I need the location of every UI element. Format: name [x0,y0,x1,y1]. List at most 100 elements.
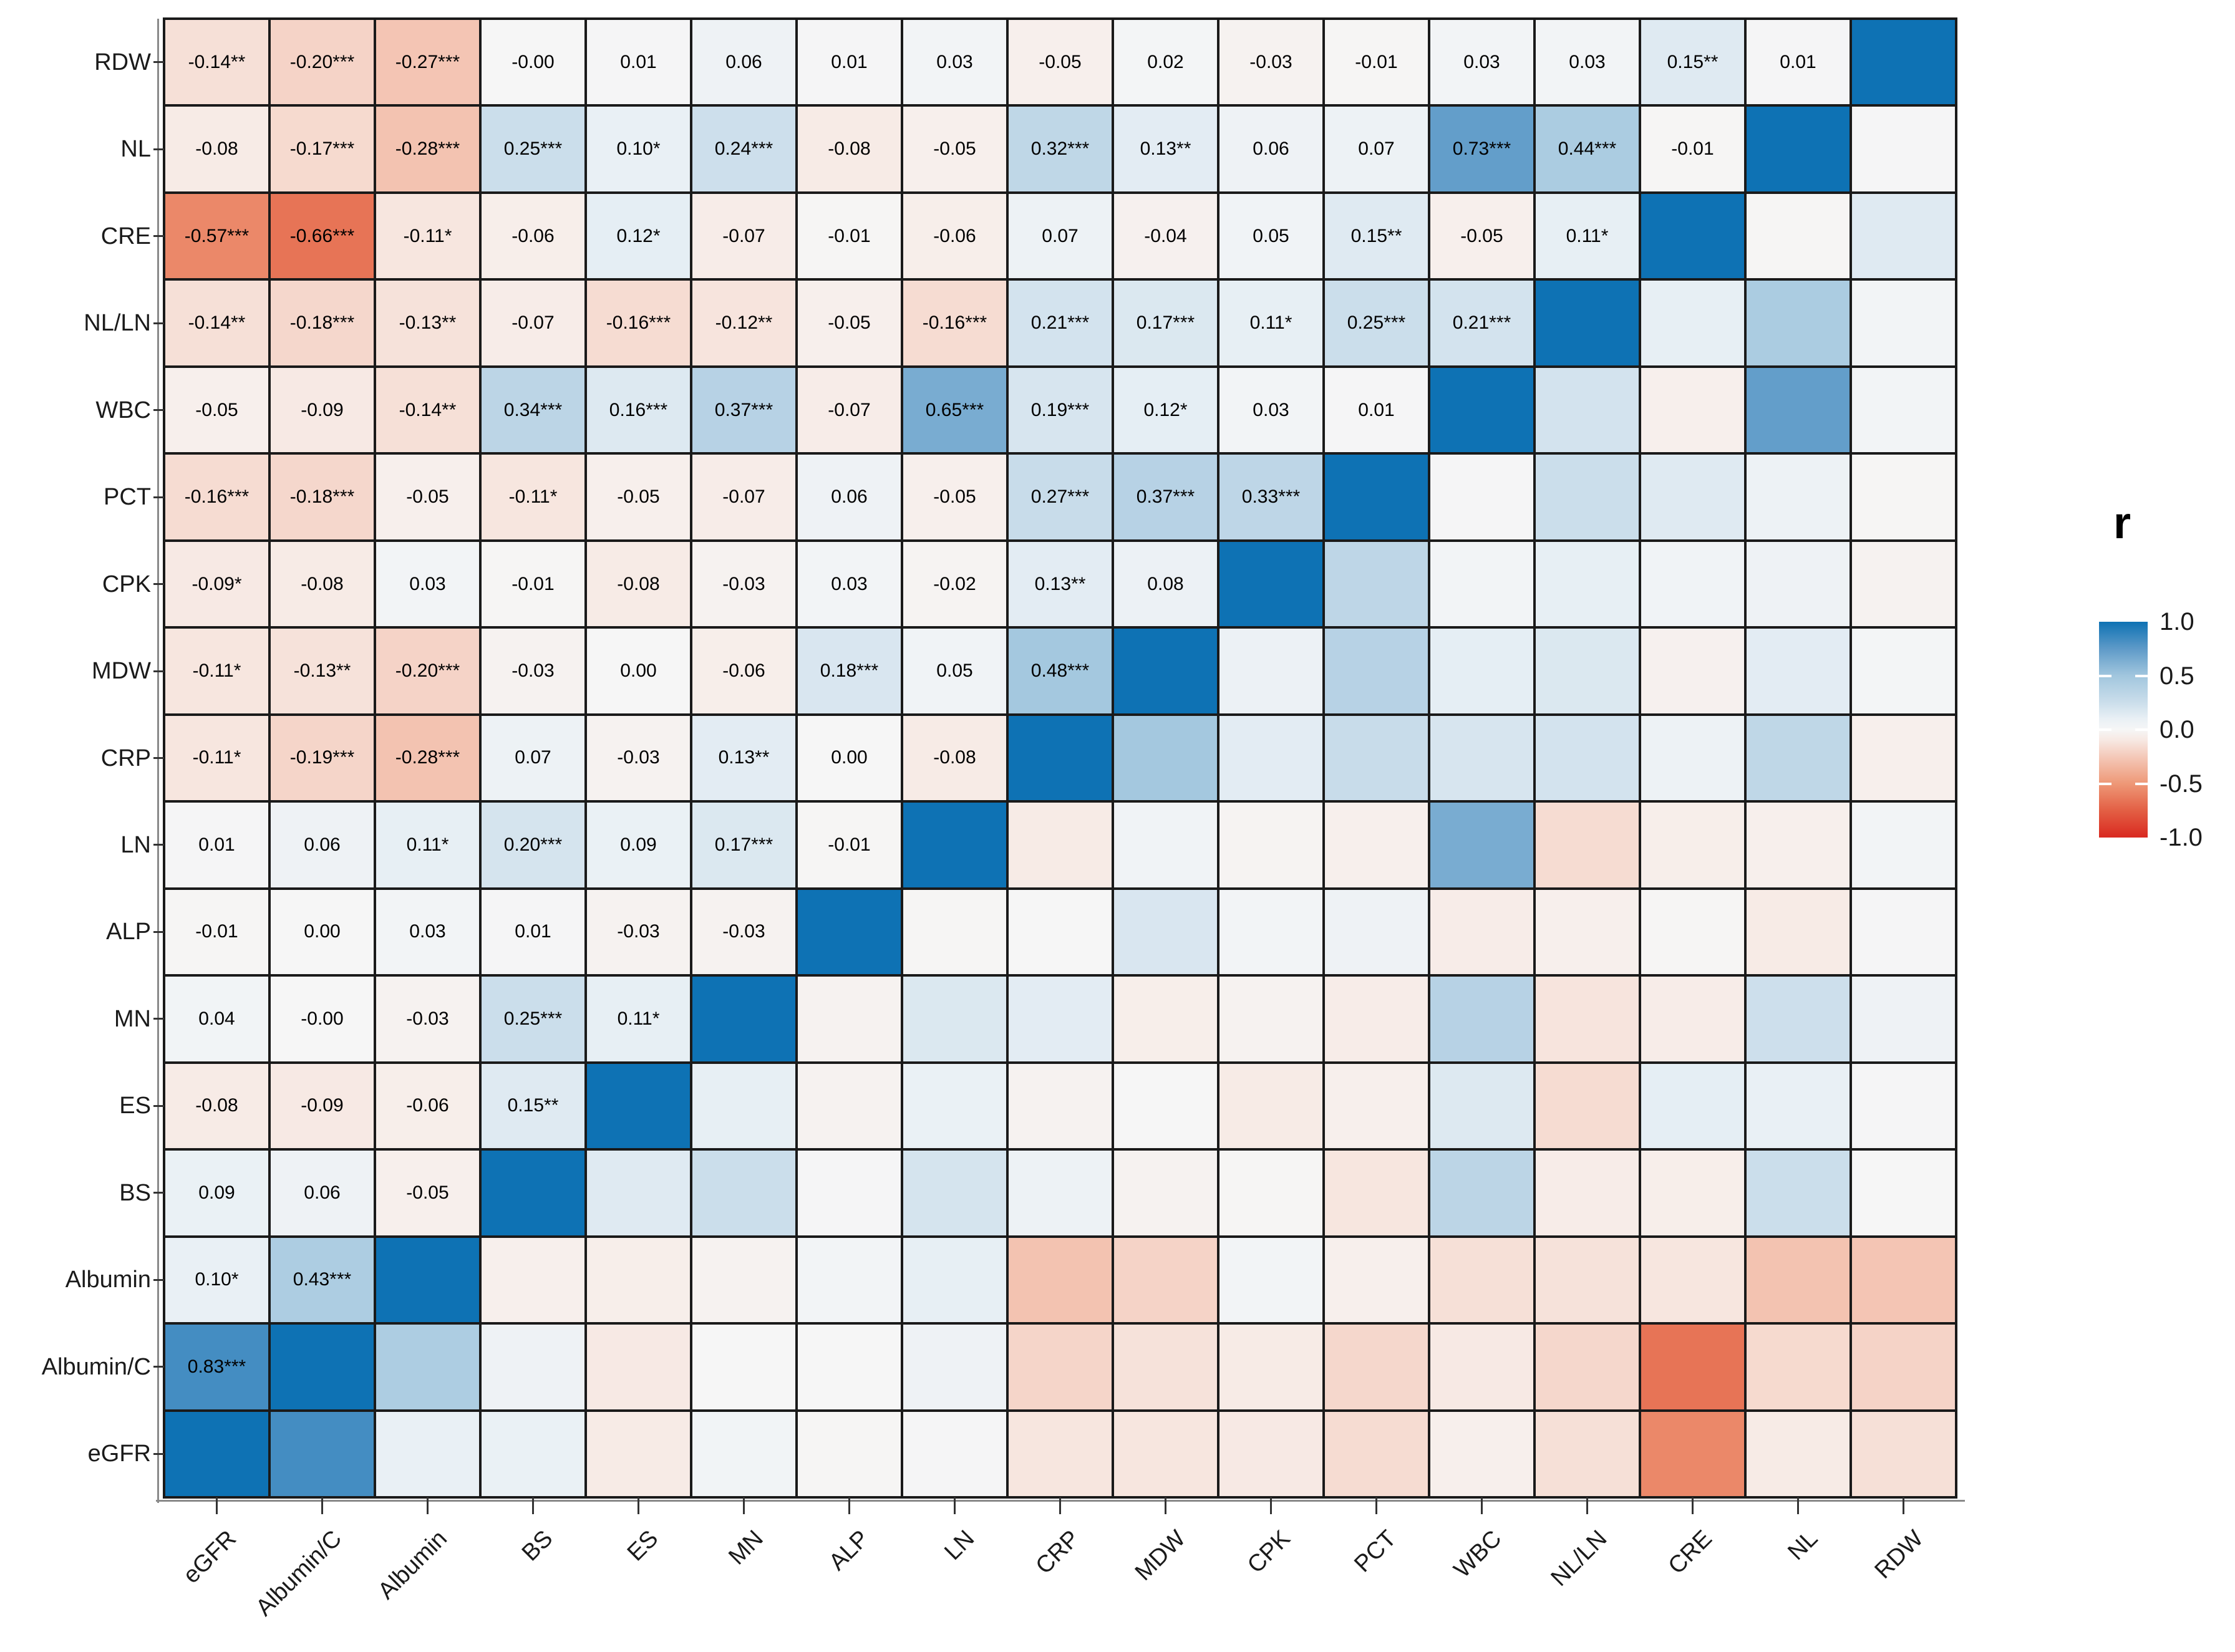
y-axis-tick [153,1018,164,1020]
matrix-cell-mirror [1218,1323,1324,1411]
correlation-matrix-panel: -0.14** -0.20*** -0.27*** -0.00 0.01 0.06 0.01… [163,17,1957,1499]
matrix-cell-mirror [691,1062,797,1150]
matrix-cell-mirror [1429,1410,1534,1497]
matrix-cell: 0.65*** [902,366,1007,454]
matrix-cell: 0.13** [1113,105,1218,193]
matrix-cell: 0.15** [1640,19,1745,106]
matrix-cell: 0.03 [1218,366,1324,454]
matrix-cell-mirror [1851,1323,1956,1411]
x-axis-tick [1903,1497,1904,1514]
x-axis-label: Albumin/C [251,1525,347,1621]
matrix-cell-diagonal [691,975,797,1063]
x-axis-label: PCT [1349,1525,1402,1578]
matrix-cell-mirror [797,1062,902,1150]
matrix-cell-mirror [1218,714,1324,802]
matrix-cell: -0.08 [269,540,375,628]
matrix-cell: -0.03 [586,888,691,976]
matrix-cell-mirror [1007,1323,1113,1411]
x-axis-tick [216,1497,218,1514]
matrix-cell: 0.37*** [1113,453,1218,541]
matrix-cell-mirror [1640,975,1745,1063]
matrix-cell: -0.19*** [269,714,375,802]
x-axis-label: RDW [1869,1525,1929,1584]
matrix-cell-mirror [691,1323,797,1411]
y-axis-label: Albumin/C [41,1353,151,1380]
matrix-cell-mirror [1429,714,1534,802]
matrix-cell-mirror [1745,627,1851,715]
matrix-cell: 0.17*** [1113,279,1218,367]
legend-tick-notch [2135,782,2148,785]
matrix-cell-mirror [1534,714,1640,802]
matrix-cell: -0.13** [269,627,375,715]
matrix-cell: -0.09* [164,540,269,628]
matrix-cell: 0.20*** [480,801,586,889]
matrix-cell: -0.05 [1429,192,1534,280]
x-axis-tick [954,1497,956,1514]
matrix-cell-mirror [1745,888,1851,976]
matrix-cell: -0.05 [375,1149,480,1237]
matrix-cell-mirror [1851,453,1956,541]
matrix-cell-mirror [1851,366,1956,454]
x-axis-label: WBC [1448,1525,1507,1583]
matrix-cell-mirror [1851,1062,1956,1150]
matrix-cell: -0.00 [480,19,586,106]
matrix-cell-mirror [1324,540,1429,628]
matrix-cell: 0.11* [1534,192,1640,280]
matrix-cell: 0.27*** [1007,453,1113,541]
matrix-cell: 0.01 [586,19,691,106]
matrix-cell-mirror [1640,1149,1745,1237]
matrix-cell-diagonal [1534,279,1640,367]
x-axis-tick [532,1497,534,1514]
y-axis-tick [153,235,164,238]
matrix-cell-mirror [1851,1410,1956,1497]
matrix-cell: -0.03 [691,888,797,976]
matrix-cell: 0.01 [164,801,269,889]
matrix-cell-diagonal [269,1323,375,1411]
x-axis-tick [427,1497,429,1514]
matrix-cell-mirror [375,1410,480,1497]
matrix-cell-mirror [1534,801,1640,889]
matrix-cell: 0.00 [586,627,691,715]
matrix-cell-mirror [1429,1323,1534,1411]
x-axis-label: CRE [1663,1525,1718,1580]
matrix-cell-mirror [1429,453,1534,541]
matrix-cell-mirror [797,1323,902,1411]
y-axis-label: RDW [94,49,151,75]
matrix-cell: -0.13** [375,279,480,367]
matrix-cell: -0.01 [1640,105,1745,193]
x-axis-tick [1165,1497,1166,1514]
matrix-cell-mirror [1429,627,1534,715]
matrix-cell-mirror [1007,1062,1113,1150]
matrix-cell: -0.11* [164,627,269,715]
matrix-cell-diagonal [1113,627,1218,715]
matrix-cell: 0.09 [164,1149,269,1237]
matrix-cell-mirror [1534,1062,1640,1150]
matrix-cell: -0.16*** [586,279,691,367]
y-axis-label: Albumin [65,1267,151,1293]
matrix-cell: -0.05 [1007,19,1113,106]
matrix-cell-mirror [1324,714,1429,802]
y-axis-label: CRP [100,745,151,771]
matrix-cell-mirror [1851,801,1956,889]
matrix-cell-mirror [1851,279,1956,367]
matrix-cell-mirror [1429,1149,1534,1237]
matrix-cell: 0.10* [586,105,691,193]
matrix-cell-mirror [1324,888,1429,976]
legend-tick-notch [2099,728,2111,731]
matrix-cell: -0.01 [797,192,902,280]
matrix-cell-mirror [1640,279,1745,367]
matrix-cell-mirror [1429,975,1534,1063]
y-axis-tick [153,844,164,846]
matrix-cell: 0.43*** [269,1236,375,1324]
matrix-cell-mirror [1534,1323,1640,1411]
matrix-cell-mirror [797,1149,902,1237]
x-axis-tick [1586,1497,1588,1514]
matrix-cell-mirror [1640,1410,1745,1497]
x-axis-label: NL/LN [1546,1525,1612,1592]
matrix-cell: 0.34*** [480,366,586,454]
matrix-cell: 0.00 [797,714,902,802]
matrix-cell-mirror [1113,1149,1218,1237]
matrix-cell-mirror [1640,366,1745,454]
matrix-cell-diagonal [1745,105,1851,193]
matrix-cell: -0.06 [480,192,586,280]
